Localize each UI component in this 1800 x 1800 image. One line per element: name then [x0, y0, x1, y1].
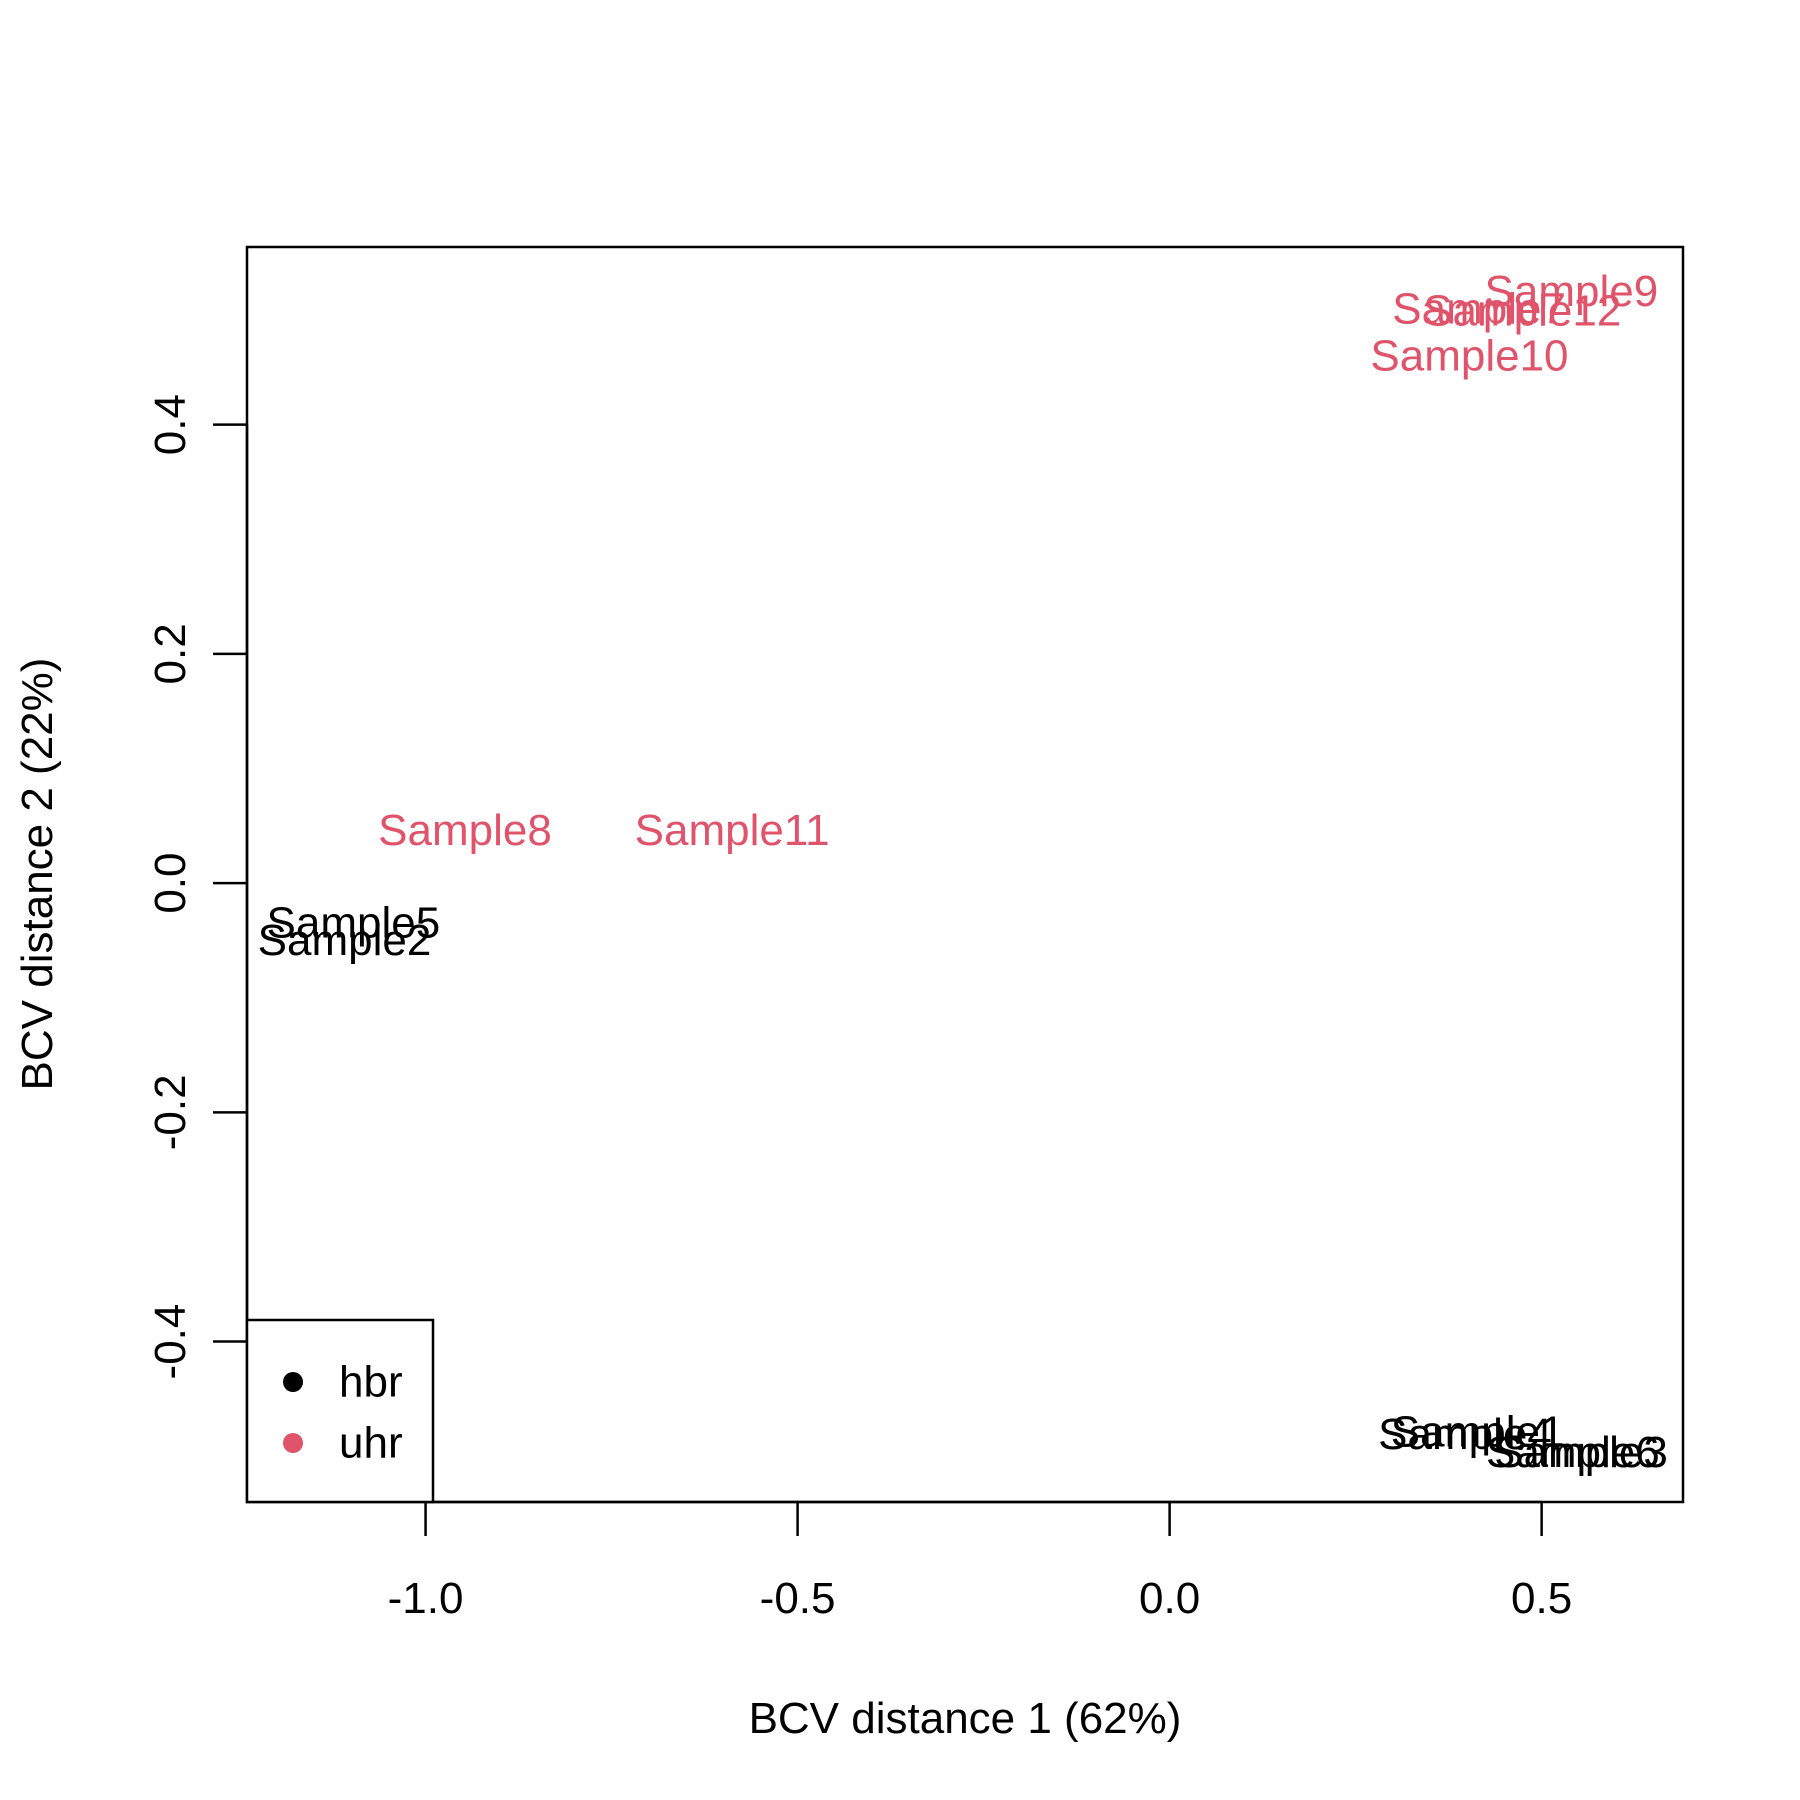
legend: hbr uhr: [245, 1318, 435, 1504]
y-tick-label: 0.4: [146, 394, 195, 455]
sample-label-sample1: Sample1: [1391, 1408, 1565, 1457]
sample-label-sample8: Sample8: [378, 806, 552, 855]
sample-label-sample6: Sample6: [1486, 1428, 1660, 1477]
sample-label-sample11: Sample11: [635, 806, 830, 855]
sample-label-sample12: Sample12: [1423, 287, 1621, 336]
legend-label-hbr: hbr: [339, 1358, 403, 1407]
x-axis-label: BCV distance 1 (62%): [749, 1694, 1182, 1743]
legend-marker-hbr: [283, 1372, 303, 1392]
y-tick-label: 0.2: [146, 623, 195, 684]
legend-marker-uhr: [283, 1433, 303, 1453]
x-axis: -1.0 -0.5 0.0 0.5: [388, 1500, 1572, 1623]
legend-label-uhr: uhr: [339, 1419, 403, 1468]
sample-label-sample9: Sample9: [1485, 267, 1659, 316]
sample-label-sample5: Sample5: [267, 899, 441, 948]
x-tick-label: 0.5: [1511, 1574, 1572, 1623]
x-tick-label: 0.0: [1139, 1574, 1200, 1623]
y-axis-label: BCV distance 2 (22%): [13, 658, 62, 1091]
legend-box: [245, 1318, 435, 1504]
y-tick-label: -0.2: [146, 1074, 195, 1150]
sample-label-sample7: Sample7: [1392, 284, 1566, 333]
x-tick-label: -0.5: [760, 1574, 836, 1623]
plot-box: [245, 245, 1685, 1504]
y-tick-label: 0.0: [146, 853, 195, 914]
sample-label-sample2: Sample2: [258, 916, 432, 965]
sample-label-sample3: Sample3: [1494, 1428, 1668, 1477]
sample-label-sample10: Sample10: [1370, 331, 1568, 380]
sample-label-sample4: Sample4: [1378, 1410, 1552, 1459]
y-axis: -0.4 -0.2 0.0 0.2 0.4: [146, 394, 249, 1380]
y-tick-label: -0.4: [146, 1304, 195, 1380]
x-tick-label: -1.0: [388, 1574, 464, 1623]
